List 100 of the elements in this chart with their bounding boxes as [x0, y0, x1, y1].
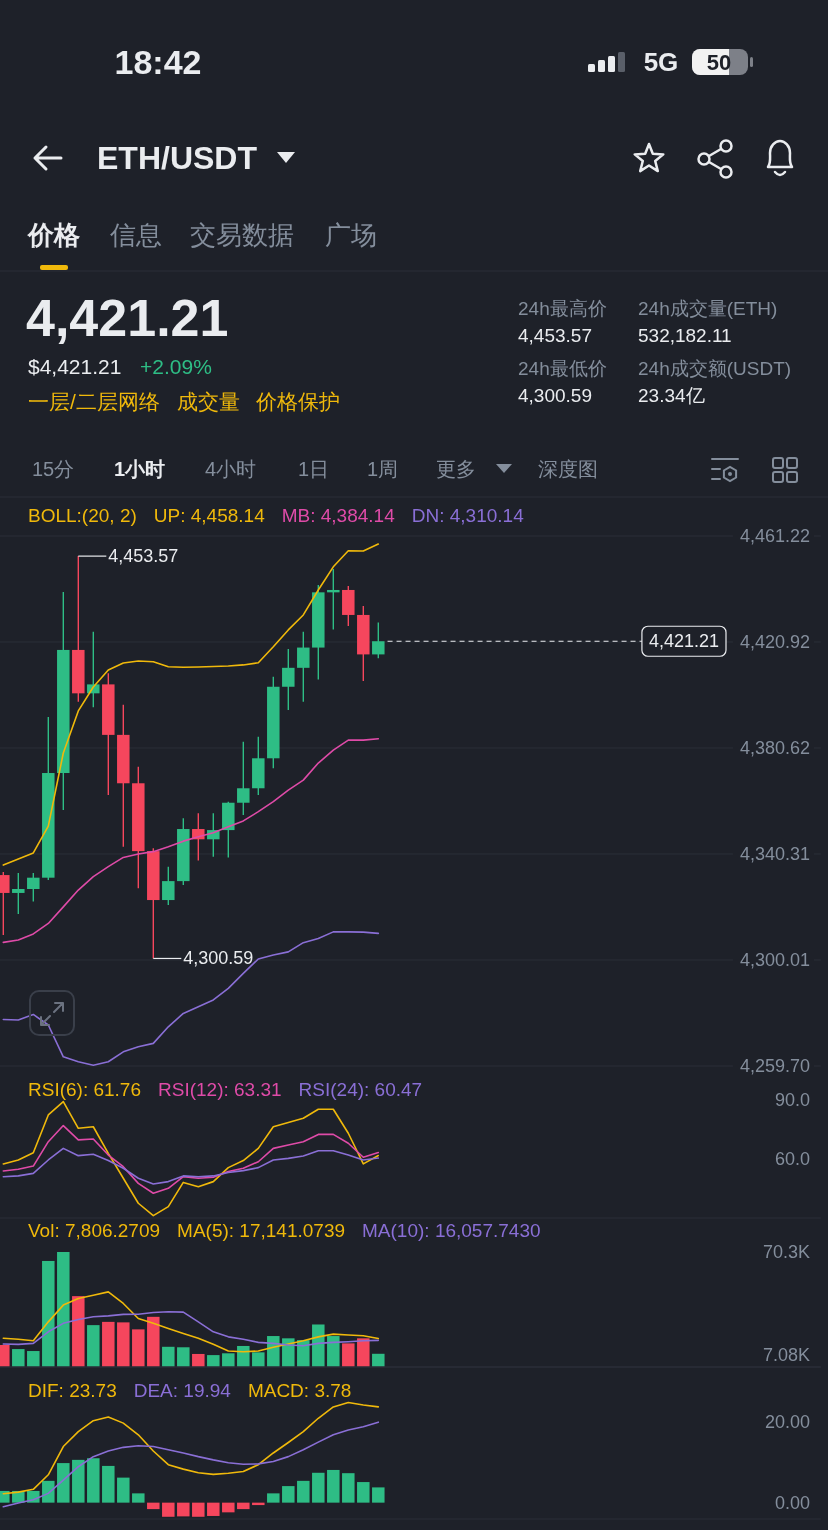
text: 4,453.57: [518, 324, 592, 346]
bar: [207, 1502, 220, 1516]
bar: [72, 1296, 85, 1367]
text: 广场: [325, 220, 377, 250]
bar: [57, 1463, 70, 1503]
bar: [72, 1459, 85, 1503]
y-tick-label: 60.0: [774, 1149, 810, 1169]
bar: [267, 1493, 280, 1503]
text: 24h最高价: [518, 297, 607, 319]
bar: [192, 1353, 205, 1367]
line-series: [2, 1124, 380, 1195]
bar: [327, 1469, 340, 1503]
candlestick: [282, 648, 295, 711]
text: ETH/USDT: [97, 140, 258, 176]
text: 1周: [367, 458, 399, 480]
bar: [282, 1486, 295, 1503]
bar: [147, 1502, 160, 1510]
line-series: [2, 1310, 380, 1347]
line-series: [2, 737, 380, 944]
bar: [42, 1260, 55, 1367]
bar: [357, 1338, 370, 1367]
candlestick: [162, 865, 175, 906]
text: 价格: [27, 220, 80, 250]
bar: [207, 1355, 220, 1367]
candlestick: [372, 621, 385, 660]
text: 4,300.59: [518, 384, 592, 406]
text: 1小时: [114, 458, 166, 480]
y-tick-label: 4,420.92: [739, 631, 810, 652]
text: 成交量: [177, 389, 240, 413]
text: 18:42: [114, 43, 202, 81]
text: 价格保护: [255, 389, 340, 413]
line-series: [2, 1421, 380, 1508]
bar: [297, 1340, 310, 1367]
legend: Vol: 7,806.2709 MA(5): 17,141.0739 MA(10): 16,057.7430: [28, 1219, 541, 1241]
text: 交易数据: [190, 220, 294, 250]
line-series: [2, 1401, 380, 1495]
bar: [27, 1351, 40, 1367]
line-series: [2, 1100, 380, 1217]
line-series: [2, 543, 380, 866]
bar: [147, 1316, 160, 1367]
bar: [132, 1493, 145, 1503]
legend: DIF: 23.73 DEA: 19.94 MACD: 3.78: [28, 1379, 352, 1401]
bar: [192, 1502, 205, 1517]
text: 一层/二层网络: [28, 389, 160, 413]
candlestick: [237, 741, 250, 816]
bar: [57, 1252, 70, 1367]
bar: [312, 1472, 325, 1503]
candlestick: [12, 872, 25, 915]
bar: [372, 1487, 385, 1503]
legend: RSI(6): 61.76 RSI(12): 63.31 RSI(24): 60.47: [28, 1078, 423, 1100]
bar: [342, 1343, 355, 1367]
bar: [297, 1480, 310, 1503]
text: 信息: [110, 220, 162, 250]
text: +2.09%: [140, 354, 212, 378]
text: 23.34亿: [638, 384, 705, 406]
text: 24h最低价: [518, 357, 607, 379]
candlestick: [297, 631, 310, 703]
bar: [342, 1473, 355, 1503]
text: 5G: [643, 47, 679, 77]
bar: [357, 1482, 370, 1503]
text: 更多: [436, 458, 476, 480]
text: 24h成交额(USDT): [638, 357, 792, 379]
y-tick-label: 0.00: [774, 1492, 810, 1513]
y-tick-label: 70.3K: [762, 1242, 810, 1262]
line-series: [2, 1291, 380, 1353]
bar: [327, 1336, 340, 1367]
bar: [177, 1347, 190, 1367]
bar: [162, 1346, 175, 1367]
bar: [12, 1349, 25, 1367]
y-tick-label: 4,300.01: [739, 949, 810, 970]
text: 532,182.11: [638, 324, 732, 346]
bar: [87, 1458, 100, 1503]
bar: [222, 1353, 235, 1367]
y-tick-label: 4,380.62: [739, 737, 810, 758]
text: 15分: [32, 458, 75, 480]
bar: [237, 1345, 250, 1367]
text: 4,421.21: [26, 289, 229, 347]
text: $4,421.21: [28, 354, 122, 378]
bar: [222, 1502, 235, 1513]
bar: [87, 1325, 100, 1367]
annotation: 4,300.59: [183, 948, 254, 969]
text: 1日: [298, 458, 330, 480]
bar: [372, 1353, 385, 1367]
bar: [132, 1329, 145, 1367]
bar: [102, 1465, 115, 1503]
bar: [282, 1338, 295, 1367]
bar: [312, 1324, 325, 1367]
bar: [42, 1480, 55, 1503]
bar: [237, 1502, 250, 1510]
text: 深度图: [538, 458, 598, 480]
candlestick: [27, 872, 40, 903]
ref-line-label: 4,421.21: [648, 631, 719, 652]
text: 24h成交量(ETH): [638, 297, 778, 319]
bar: [177, 1502, 190, 1517]
bar: [162, 1502, 175, 1517]
legend: BOLL:(20, 2) UP: 4,458.14 MB: 4,384.14 DN: 4,310.14: [28, 504, 524, 526]
y-tick-label: 4,259.70: [739, 1056, 810, 1076]
text: 4小时: [205, 458, 257, 480]
bar: [252, 1352, 265, 1367]
y-tick-label: 4,461.22: [739, 526, 810, 546]
